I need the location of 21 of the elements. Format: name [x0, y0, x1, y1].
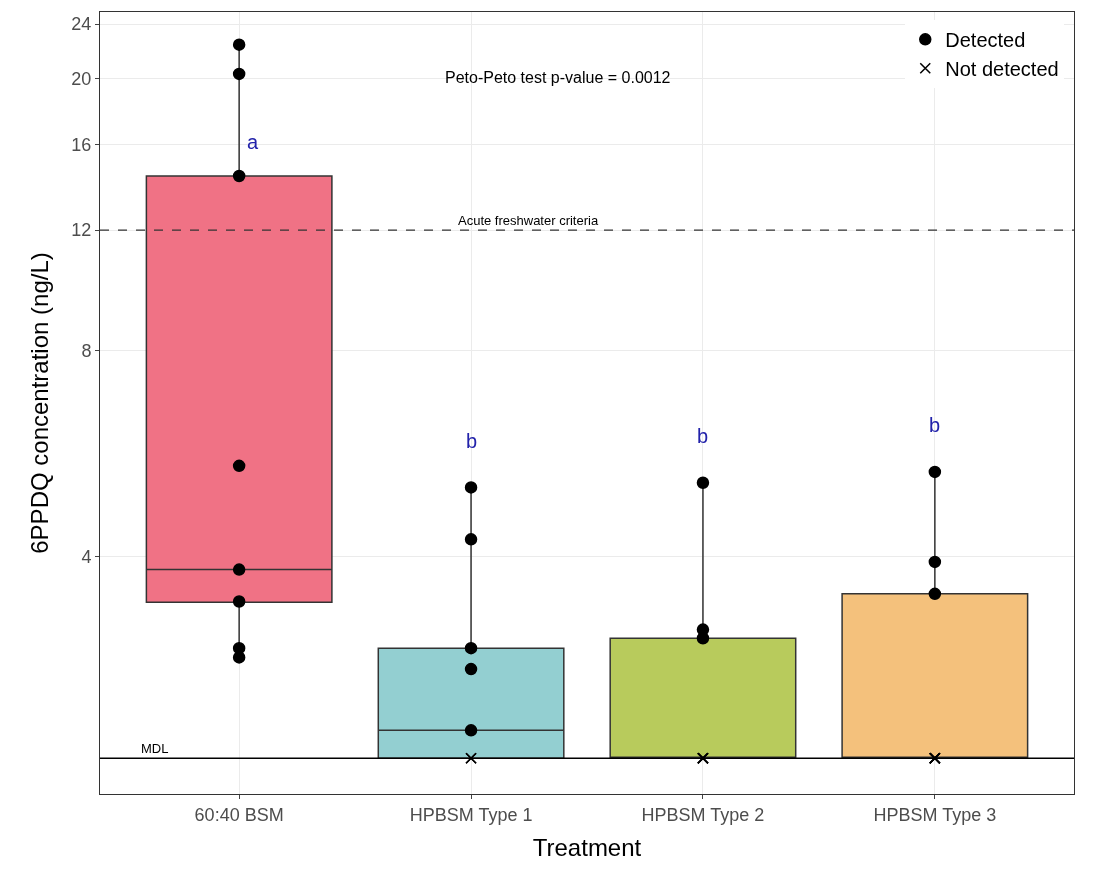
ref-line-label: Acute freshwater criteria — [458, 213, 599, 228]
annotation: b — [929, 414, 941, 436]
annotation: b — [697, 425, 709, 447]
y-tick-label: 20 — [71, 68, 92, 89]
ref-line-label: MDL — [141, 741, 169, 756]
annotation: a — [247, 131, 259, 153]
x-tick-label: HPBSM Type 2 — [641, 804, 765, 825]
y-axis-title: 6PPDQ concentration (ng/L) — [26, 252, 54, 554]
y-tick-label: 8 — [81, 340, 92, 361]
x-tick-label: HPBSM Type 3 — [873, 804, 997, 825]
y-tick-label: 16 — [71, 134, 92, 155]
x-tick-label: 60:40 BSM — [194, 804, 284, 825]
legend-label: Not detected — [945, 58, 1059, 81]
legend-label: Detected — [945, 29, 1026, 52]
y-tick-label: 24 — [71, 14, 92, 35]
x-tick-label: HPBSM Type 1 — [409, 804, 533, 825]
annotation: Peto-Peto test p-value = 0.0012 — [445, 69, 671, 86]
y-tick-label: 12 — [71, 220, 92, 241]
annotation: b — [466, 430, 478, 452]
y-tick-label: 4 — [81, 546, 92, 567]
x-axis-title: Treatment — [532, 833, 642, 861]
